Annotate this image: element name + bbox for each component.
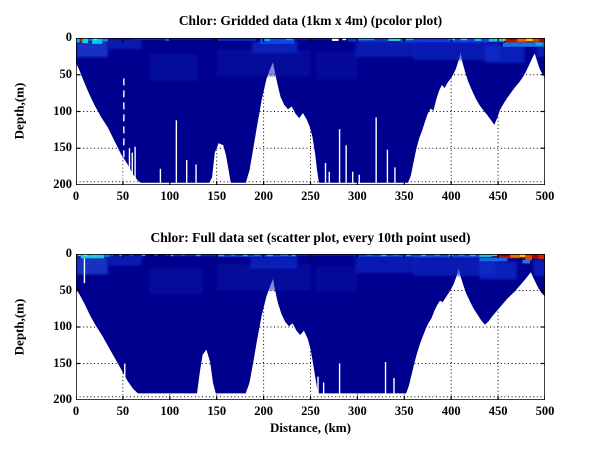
y-tick-label: 0 [65, 30, 72, 44]
y-tick-label: 150 [53, 355, 72, 370]
x-tick-label: 50 [116, 404, 130, 418]
pcolor-plot-canvas [76, 38, 545, 185]
scatter-y-axis-label: Depth,(m) [11, 298, 27, 356]
x-tick-label: 400 [441, 404, 461, 418]
y-tick-label: 100 [53, 319, 72, 333]
y-tick-label: 50 [59, 66, 73, 81]
x-tick-label: 100 [160, 189, 180, 203]
y-tick-label: 150 [53, 140, 72, 155]
x-axis-label: Distance, (km) [270, 420, 351, 435]
y-tick-label: 0 [65, 246, 72, 260]
x-tick-label: 500 [535, 404, 555, 418]
pcolor-y-axis-label: Depth,(m) [11, 82, 27, 140]
x-tick-label: 200 [254, 189, 273, 203]
x-tick-label: 200 [254, 404, 273, 418]
x-tick-label: 450 [488, 404, 508, 418]
x-tick-label: 0 [72, 404, 80, 418]
x-tick-label: 450 [488, 189, 508, 203]
x-tick-label: 250 [301, 404, 320, 418]
x-tick-label: 50 [116, 189, 130, 203]
scatter-plot-canvas [76, 254, 545, 400]
x-tick-label: 150 [207, 404, 227, 418]
pcolor-plot-title: Chlor: Gridded data (1km x 4m) (pcolor p… [178, 13, 443, 28]
x-tick-label: 0 [72, 189, 80, 203]
y-tick-label: 50 [59, 282, 73, 297]
y-tick-label: 200 [53, 392, 72, 406]
x-tick-label: 250 [301, 189, 320, 203]
x-tick-label: 500 [535, 189, 555, 203]
x-tick-label: 400 [441, 189, 461, 203]
x-tick-label: 350 [394, 189, 414, 203]
x-tick-label: 300 [348, 404, 367, 418]
y-tick-label: 200 [53, 177, 72, 191]
x-tick-label: 350 [394, 404, 414, 418]
x-tick-label: 300 [348, 189, 367, 203]
x-tick-label: 100 [160, 404, 180, 418]
x-tick-label: 150 [207, 189, 227, 203]
y-tick-label: 100 [53, 103, 72, 118]
scatter-plot-title: Chlor: Full data set (scatter plot, ever… [150, 230, 471, 245]
